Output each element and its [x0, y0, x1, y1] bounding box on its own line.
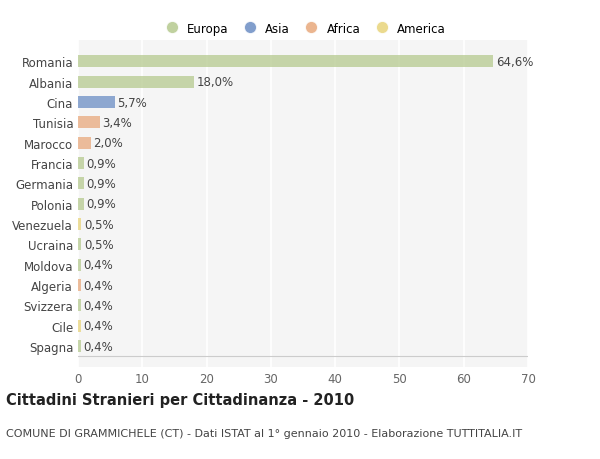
Text: 2,0%: 2,0% — [94, 137, 123, 150]
Text: 0,9%: 0,9% — [86, 178, 116, 190]
Text: 0,4%: 0,4% — [83, 279, 113, 292]
Bar — [78, 239, 81, 251]
Bar — [78, 76, 194, 89]
Bar — [78, 300, 80, 312]
Text: 0,4%: 0,4% — [83, 340, 113, 353]
Text: 0,5%: 0,5% — [84, 218, 113, 231]
Bar — [78, 198, 84, 210]
Bar — [78, 259, 80, 271]
Text: 0,4%: 0,4% — [83, 319, 113, 332]
Text: 5,7%: 5,7% — [117, 96, 147, 109]
Bar — [78, 117, 100, 129]
Text: 18,0%: 18,0% — [196, 76, 233, 89]
Text: 0,4%: 0,4% — [83, 299, 113, 312]
Text: COMUNE DI GRAMMICHELE (CT) - Dati ISTAT al 1° gennaio 2010 - Elaborazione TUTTIT: COMUNE DI GRAMMICHELE (CT) - Dati ISTAT … — [6, 428, 522, 438]
Text: Cittadini Stranieri per Cittadinanza - 2010: Cittadini Stranieri per Cittadinanza - 2… — [6, 392, 354, 407]
Legend: Europa, Asia, Africa, America: Europa, Asia, Africa, America — [155, 18, 451, 40]
Bar — [78, 280, 80, 291]
Text: 3,4%: 3,4% — [103, 117, 132, 129]
Text: 0,5%: 0,5% — [84, 238, 113, 252]
Text: 64,6%: 64,6% — [496, 56, 533, 69]
Bar — [78, 157, 84, 170]
Bar — [78, 320, 80, 332]
Bar — [78, 178, 84, 190]
Bar — [78, 137, 91, 150]
Text: 0,9%: 0,9% — [86, 157, 116, 170]
Bar — [78, 340, 80, 353]
Bar — [78, 56, 493, 68]
Text: 0,4%: 0,4% — [83, 258, 113, 272]
Bar — [78, 97, 115, 109]
Text: 0,9%: 0,9% — [86, 198, 116, 211]
Bar — [78, 218, 81, 230]
